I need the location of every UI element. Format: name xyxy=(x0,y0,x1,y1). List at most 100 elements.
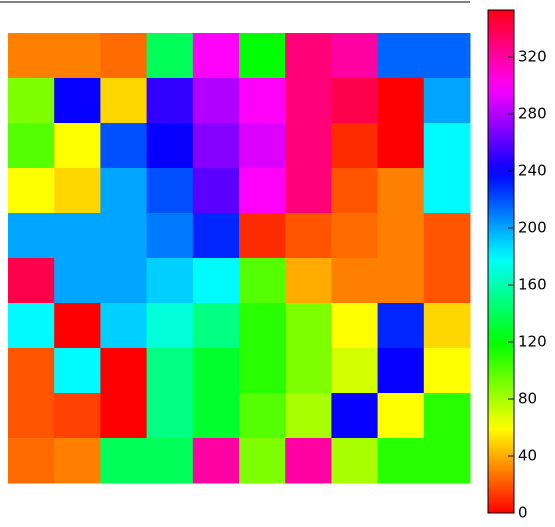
heatmap-cell xyxy=(377,168,425,214)
heatmap-cell xyxy=(100,258,148,304)
heatmap-cell xyxy=(100,348,148,394)
colorbar-tick-label: 40 xyxy=(518,447,537,465)
heatmap-cell xyxy=(331,348,379,394)
heatmap-cell xyxy=(331,123,379,169)
colorbar-tick-label: 0 xyxy=(518,504,528,522)
heatmap-cell xyxy=(285,213,332,259)
heatmap-cell xyxy=(285,258,332,304)
heatmap-cell xyxy=(192,303,240,349)
heatmap-cell xyxy=(8,348,55,394)
heatmap-cell xyxy=(239,303,286,349)
colorbar-tick-label: 160 xyxy=(518,276,547,294)
heatmap-cell xyxy=(331,438,379,484)
heatmap-cell xyxy=(8,303,55,349)
heatmap-cell xyxy=(100,438,148,484)
heatmap-cell xyxy=(377,393,425,439)
heatmap-cell xyxy=(377,78,425,124)
heatmap-cell xyxy=(423,33,471,79)
heatmap-cell xyxy=(54,168,101,214)
heatmap-cell xyxy=(239,438,286,484)
heatmap-cell xyxy=(146,393,194,439)
heatmap-cell xyxy=(192,438,240,484)
heatmap-cell xyxy=(100,123,148,169)
heatmap-cell xyxy=(239,33,286,79)
heatmap-cell xyxy=(8,213,55,259)
heatmap-cell xyxy=(377,258,425,304)
colorbar-tick-label: 240 xyxy=(518,162,547,180)
heatmap-cell xyxy=(8,78,55,124)
heatmap-cell xyxy=(192,348,240,394)
colorbar-tick-label: 200 xyxy=(518,219,547,237)
heatmap-cell xyxy=(8,258,55,304)
heatmap-cell xyxy=(146,213,194,259)
heatmap-cell xyxy=(8,33,55,79)
heatmap-cell xyxy=(54,303,101,349)
heatmap-cell xyxy=(8,168,55,214)
heatmap-cell xyxy=(285,78,332,124)
heatmap xyxy=(8,33,471,484)
heatmap-cell xyxy=(239,258,286,304)
heatmap-cell xyxy=(377,33,425,79)
heatmap-cell xyxy=(192,393,240,439)
heatmap-cell xyxy=(285,393,332,439)
heatmap-cell xyxy=(423,213,471,259)
heatmap-cell xyxy=(423,438,471,484)
heatmap-cell xyxy=(54,213,101,259)
heatmap-cell xyxy=(423,303,471,349)
heatmap-cell xyxy=(192,123,240,169)
heatmap-cell xyxy=(377,303,425,349)
heatmap-cell xyxy=(54,393,101,439)
heatmap-cell xyxy=(8,123,55,169)
heatmap-cell xyxy=(146,258,194,304)
heatmap-cell xyxy=(377,123,425,169)
heatmap-cell xyxy=(54,258,101,304)
heatmap-cell xyxy=(285,33,332,79)
heatmap-cell xyxy=(8,393,55,439)
colorbar-tick-label: 120 xyxy=(518,333,547,351)
heatmap-cell xyxy=(146,78,194,124)
heatmap-cell xyxy=(331,303,379,349)
heatmap-cell xyxy=(100,168,148,214)
heatmap-cell xyxy=(285,168,332,214)
heatmap-cell xyxy=(192,258,240,304)
heatmap-cell xyxy=(146,348,194,394)
heatmap-cell xyxy=(423,123,471,169)
heatmap-cell xyxy=(239,213,286,259)
heatmap-cell xyxy=(331,258,379,304)
heatmap-cell xyxy=(146,168,194,214)
heatmap-cell xyxy=(423,78,471,124)
colorbar-tick-label: 80 xyxy=(518,390,537,408)
colorbar-tick-label: 280 xyxy=(518,105,547,123)
heatmap-cell xyxy=(285,438,332,484)
heatmap-cell xyxy=(285,303,332,349)
colorbar-tick-label: 320 xyxy=(518,48,547,66)
heatmap-cell xyxy=(100,213,148,259)
heatmap-cell xyxy=(146,123,194,169)
heatmap-cell xyxy=(331,168,379,214)
heatmap-cell xyxy=(192,168,240,214)
heatmap-cell xyxy=(377,348,425,394)
heatmap-cell xyxy=(331,213,379,259)
heatmap-cell xyxy=(423,393,471,439)
heatmap-cell xyxy=(192,78,240,124)
heatmap-cell xyxy=(100,303,148,349)
heatmap-cell xyxy=(239,78,286,124)
heatmap-cell xyxy=(192,213,240,259)
heatmap-cell xyxy=(54,438,101,484)
heatmap-cell xyxy=(423,168,471,214)
heatmap-cell xyxy=(377,438,425,484)
heatmap-cell xyxy=(239,168,286,214)
heatmap-cell xyxy=(285,348,332,394)
heatmap-cell xyxy=(192,33,240,79)
heatmap-cell xyxy=(331,78,379,124)
colorbar xyxy=(487,9,515,514)
heatmap-cell xyxy=(54,33,101,79)
heatmap-cell xyxy=(331,33,379,79)
heatmap-cell xyxy=(8,438,55,484)
heatmap-cell xyxy=(423,258,471,304)
heatmap-cell xyxy=(54,123,101,169)
heatmap-cell xyxy=(239,393,286,439)
heatmap-cell xyxy=(285,123,332,169)
heatmap-cell xyxy=(100,393,148,439)
